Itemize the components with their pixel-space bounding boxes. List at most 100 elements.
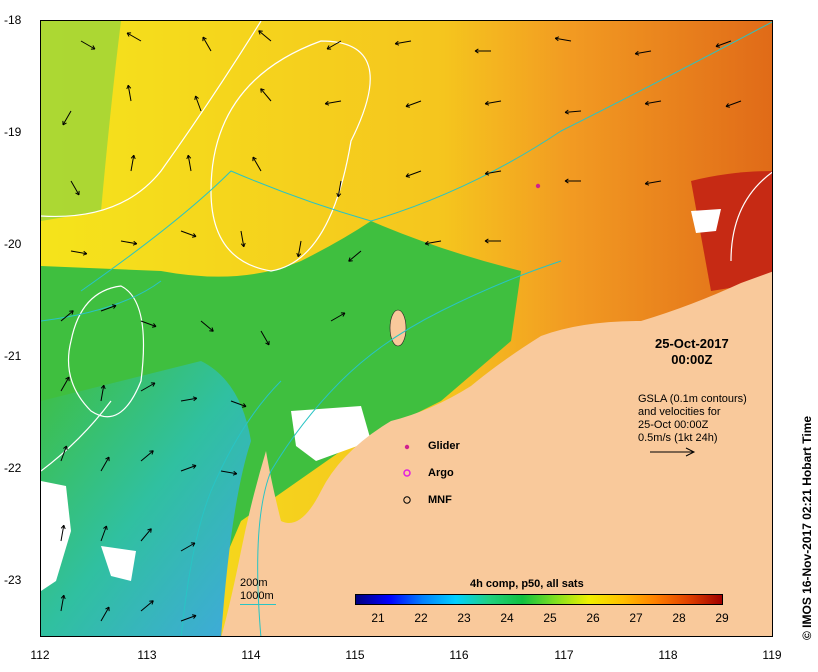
velocity-arrowhead <box>243 403 247 407</box>
velocity-arrow <box>230 400 247 407</box>
velocity-arrowhead <box>325 103 330 106</box>
velocity-arrow <box>180 465 197 472</box>
velocity-arrowhead <box>211 327 214 332</box>
velocity-arrow <box>126 32 142 42</box>
velocity-arrow <box>130 155 135 172</box>
y-tick-label: -21 <box>4 349 22 363</box>
velocity-arrowhead <box>564 180 569 184</box>
scale-arrow-icon <box>650 447 696 457</box>
velocity-arrowhead <box>193 233 197 237</box>
legend-mnf: MNF <box>428 494 452 506</box>
y-tick-label: -22 <box>4 461 22 475</box>
velocity-arrow <box>260 330 270 346</box>
cold-water <box>41 361 251 636</box>
velocity-arrowhead <box>192 614 197 616</box>
velocity-arrowhead <box>105 606 110 610</box>
velocity-arrowhead <box>645 103 650 106</box>
velocity-arrow <box>140 450 154 462</box>
hot-water-patch <box>691 171 772 291</box>
velocity-arrow <box>195 95 202 112</box>
velocity-arrowhead <box>193 615 197 619</box>
x-tick-label: 113 <box>137 648 157 662</box>
velocity-arrow <box>100 385 105 402</box>
velocity-arrowhead <box>644 100 649 105</box>
colorbar-label: 22 <box>414 611 428 625</box>
velocity-arrow <box>297 240 302 257</box>
velocity-arrowhead <box>82 253 87 256</box>
velocity-arrowhead <box>130 154 135 159</box>
velocity-arrowhead <box>348 260 353 262</box>
info-line: 0.5m/s (1kt 24h) <box>638 432 718 444</box>
velocity-arrowhead <box>147 528 152 531</box>
velocity-arrowhead <box>71 310 74 315</box>
velocity-arrow <box>258 30 272 42</box>
velocity-arrowhead <box>715 43 719 47</box>
velocity-arrowhead <box>63 445 67 449</box>
y-tick-label: -19 <box>4 125 22 139</box>
velocity-arrow <box>127 85 132 102</box>
gsla-info: GSLA (0.1m contours) and velocities for … <box>638 393 747 445</box>
velocity-arrow <box>725 100 742 107</box>
colorbar-label: 27 <box>629 611 643 625</box>
mnf-icon <box>403 496 411 504</box>
velocity-arrow <box>180 397 197 402</box>
colorbar-label: 26 <box>586 611 600 625</box>
velocity-arrowhead <box>342 312 346 317</box>
velocity-arrowhead <box>192 464 197 466</box>
velocity-arrowhead <box>474 50 479 54</box>
velocity-arrow <box>240 230 245 247</box>
green-patch-west <box>41 21 121 221</box>
land <box>221 271 772 636</box>
velocity-arrowhead <box>265 342 270 346</box>
info-line: and velocities for <box>638 406 721 418</box>
x-tick-label: 116 <box>449 648 469 662</box>
x-tick-label: 118 <box>658 648 678 662</box>
colorbar-label: 29 <box>715 611 729 625</box>
velocity-arrowhead <box>405 176 410 178</box>
velocity-arrow <box>140 600 154 612</box>
velocity-arrowhead <box>484 238 489 242</box>
velocity-arrowhead <box>252 156 257 160</box>
velocity-arrow <box>405 100 422 107</box>
velocity-arrowhead <box>296 252 299 257</box>
velocity-arrowhead <box>405 173 409 177</box>
contour-1000m-line <box>240 604 276 605</box>
velocity-arrowhead <box>564 178 569 182</box>
velocity-arrow <box>100 456 110 472</box>
colorbar-label: 25 <box>543 611 557 625</box>
info-line: 25-Oct 00:00Z <box>638 419 709 431</box>
contour-1000m-label: 1000m <box>240 590 274 602</box>
velocity-arrow <box>425 240 442 245</box>
y-tick-label: -18 <box>4 13 22 27</box>
velocity-arrowhead <box>258 30 261 35</box>
cloud-patch <box>41 481 71 591</box>
velocity-arrowhead <box>474 48 479 52</box>
legend-glider: Glider <box>428 440 460 452</box>
velocity-arrowhead <box>485 173 490 176</box>
cloud-patch <box>291 406 371 461</box>
velocity-arrowhead <box>133 155 136 160</box>
velocity-arrowhead <box>60 594 65 599</box>
velocity-arrowhead <box>233 470 238 475</box>
velocity-arrowhead <box>112 304 117 306</box>
velocity-arrowhead <box>243 242 246 247</box>
velocity-arrowhead <box>153 323 157 327</box>
sst-map[interactable] <box>40 20 773 637</box>
velocity-arrowhead <box>395 43 400 46</box>
y-tick-label: -23 <box>4 573 22 587</box>
velocity-arrow <box>140 320 157 327</box>
velocity-arrowhead <box>105 456 110 460</box>
velocity-arrowhead <box>564 109 569 113</box>
velocity-arrowhead <box>405 106 410 108</box>
velocity-arrowhead <box>192 542 196 547</box>
velocity-arrow <box>60 525 65 542</box>
velocity-arrowhead <box>149 600 154 602</box>
argo-icon <box>403 469 411 477</box>
velocity-arrowhead <box>151 600 154 605</box>
velocity-arrowhead <box>484 100 489 105</box>
velocity-arrow <box>645 100 662 105</box>
x-tick-label: 115 <box>345 648 365 662</box>
velocity-arrowhead <box>187 154 192 159</box>
velocity-arrow <box>100 305 117 312</box>
velocity-arrowhead <box>484 240 489 244</box>
